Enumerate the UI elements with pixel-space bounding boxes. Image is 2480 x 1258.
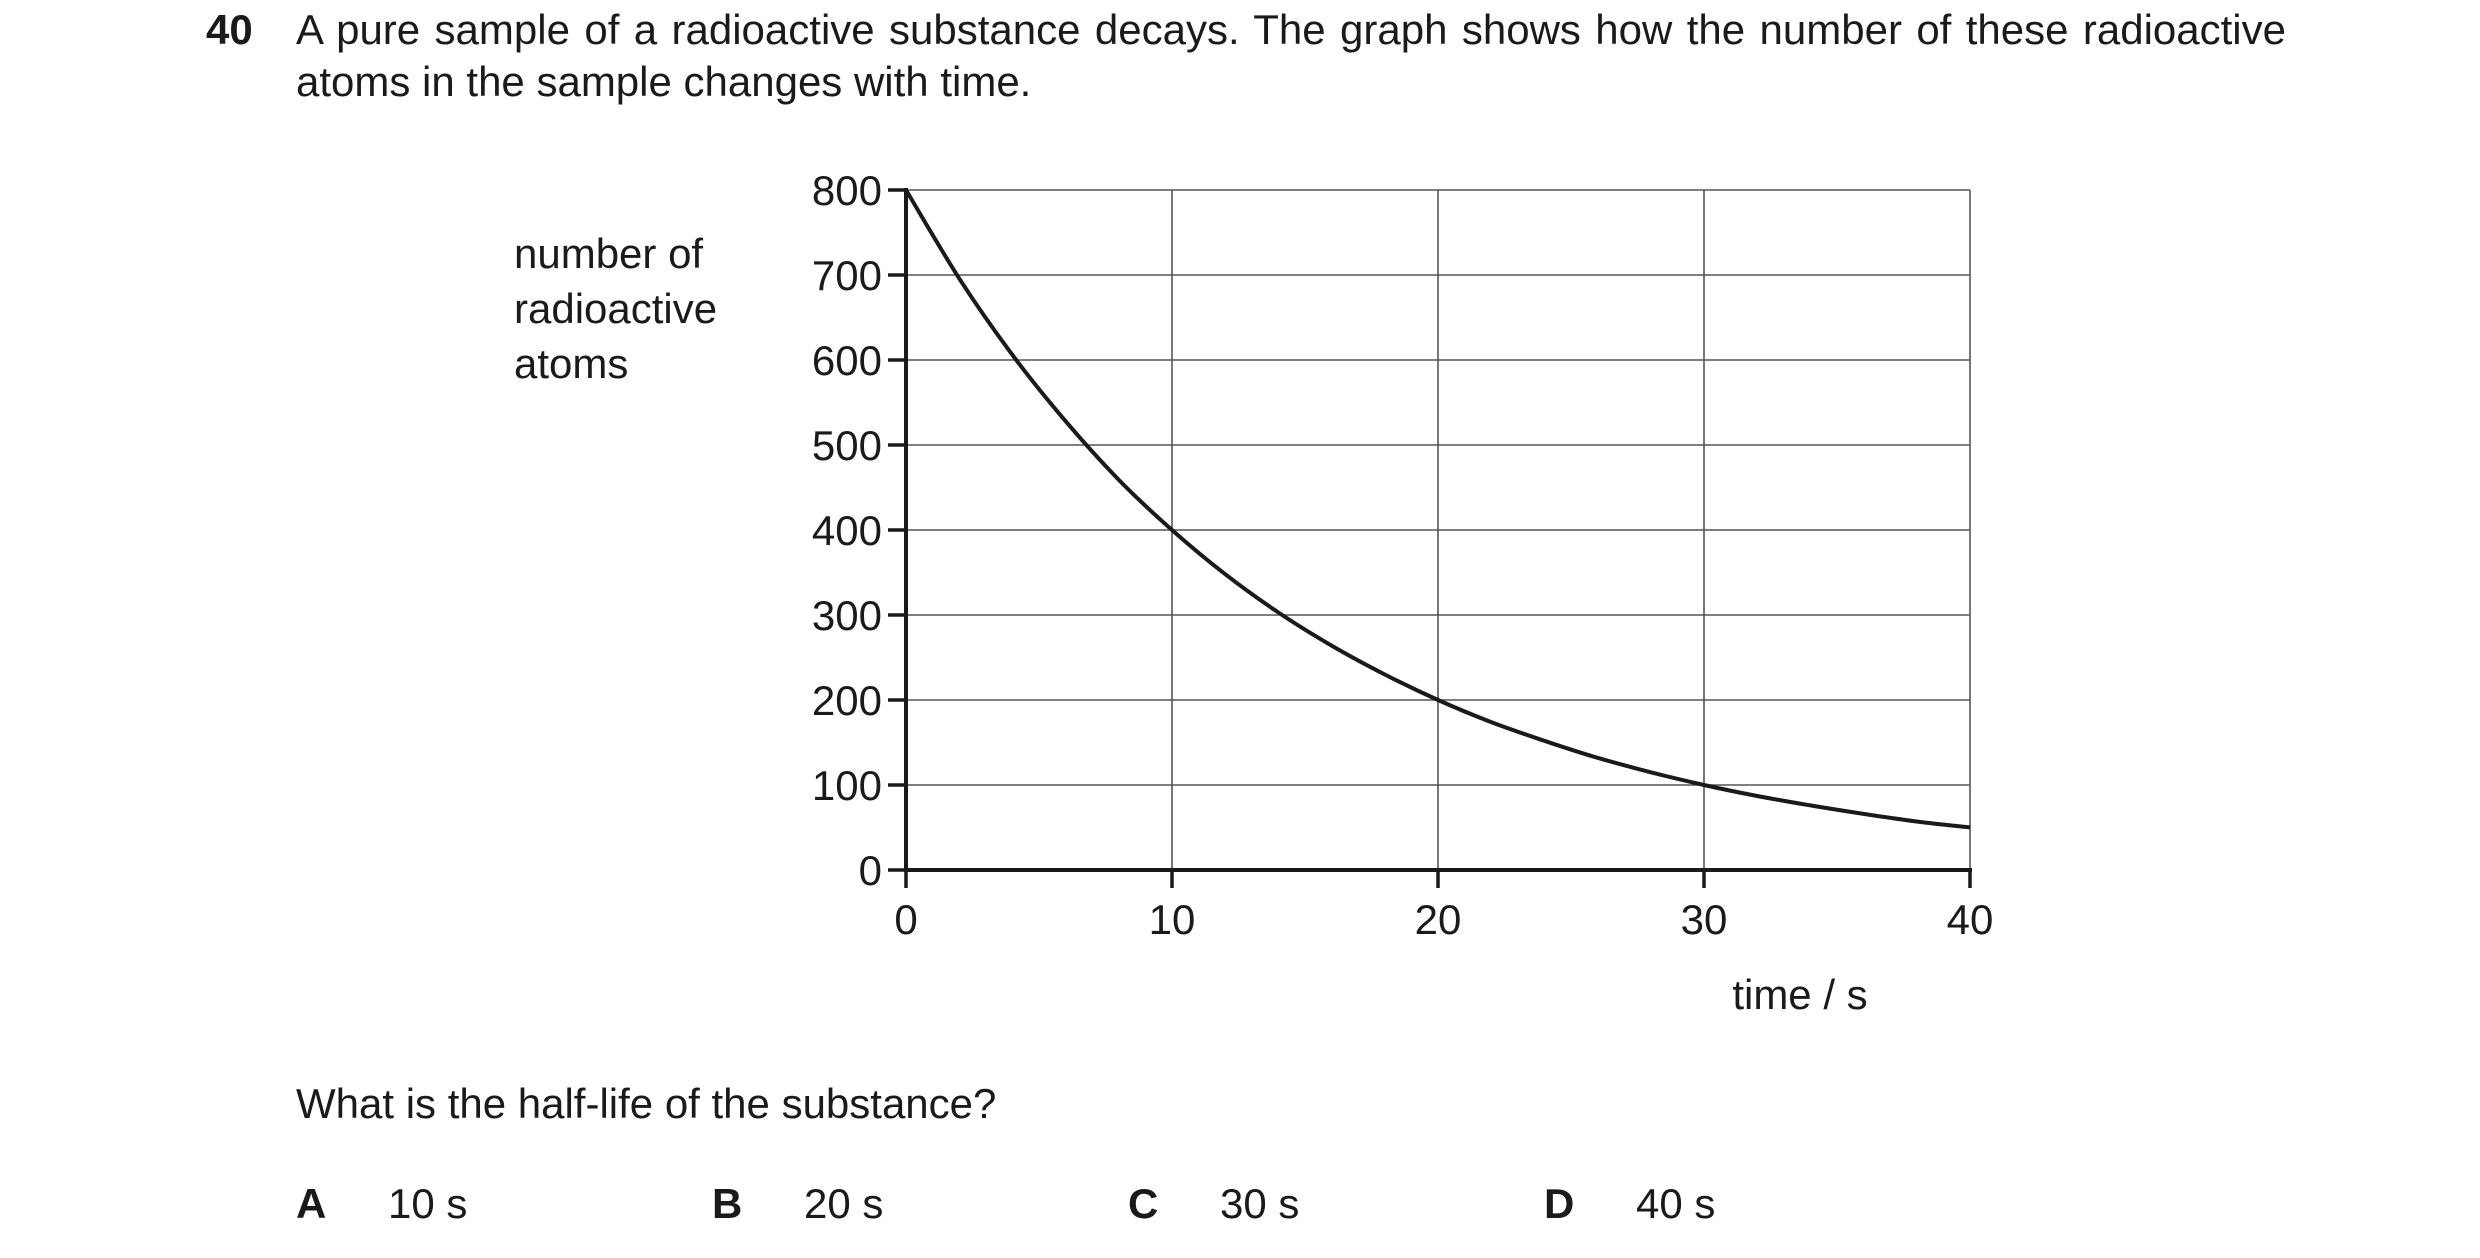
x-tick-label-1: 10 bbox=[1149, 896, 1196, 943]
y-tick-label-0: 0 bbox=[859, 847, 882, 894]
option-d-text: 40 s bbox=[1636, 1180, 1716, 1227]
option-b-text: 20 s bbox=[804, 1180, 884, 1227]
option-a-letter: A bbox=[296, 1180, 327, 1227]
y-tick-label-6: 600 bbox=[812, 337, 882, 384]
option-d[interactable]: D 40 s bbox=[1544, 1178, 1715, 1230]
option-a[interactable]: A 10 s bbox=[296, 1178, 467, 1230]
option-d-letter: D bbox=[1544, 1180, 1575, 1227]
x-tick-label-0: 0 bbox=[894, 896, 917, 943]
decay-curve-0 bbox=[904, 188, 1971, 830]
option-c-letter: C bbox=[1128, 1180, 1159, 1227]
x-tick-label-2: 20 bbox=[1415, 896, 1462, 943]
option-a-text: 10 s bbox=[388, 1180, 468, 1227]
y-tick-label-7: 700 bbox=[812, 252, 882, 299]
question-stem: A pure sample of a radioactive substance… bbox=[296, 6, 2286, 105]
x-tick-label-3: 30 bbox=[1681, 896, 1728, 943]
question-number: 40 bbox=[206, 6, 253, 53]
y-tick-label-5: 500 bbox=[812, 422, 882, 469]
x-axis-label: time / s bbox=[1732, 971, 1868, 1018]
option-c[interactable]: C 30 s bbox=[1128, 1178, 1299, 1230]
option-c-text: 30 s bbox=[1220, 1180, 1300, 1227]
option-b[interactable]: B 20 s bbox=[712, 1178, 883, 1230]
question-prompt: What is the half-life of the substance? bbox=[296, 1080, 997, 1127]
decay-chart: 0 100 200 300 400 500 600 700 800 0 10 20 30 40 bbox=[812, 167, 1994, 943]
y-tick-label-8: 800 bbox=[812, 167, 882, 214]
y-tick-label-4: 400 bbox=[812, 507, 882, 554]
y-axis-label: number of radioactive atoms bbox=[514, 230, 718, 387]
y-tick-label-3: 300 bbox=[812, 592, 882, 639]
x-tick-label-4: 40 bbox=[1947, 896, 1994, 943]
y-tick-label-1: 100 bbox=[812, 762, 882, 809]
y-tick-label-2: 200 bbox=[812, 677, 882, 724]
option-b-letter: B bbox=[712, 1180, 743, 1227]
